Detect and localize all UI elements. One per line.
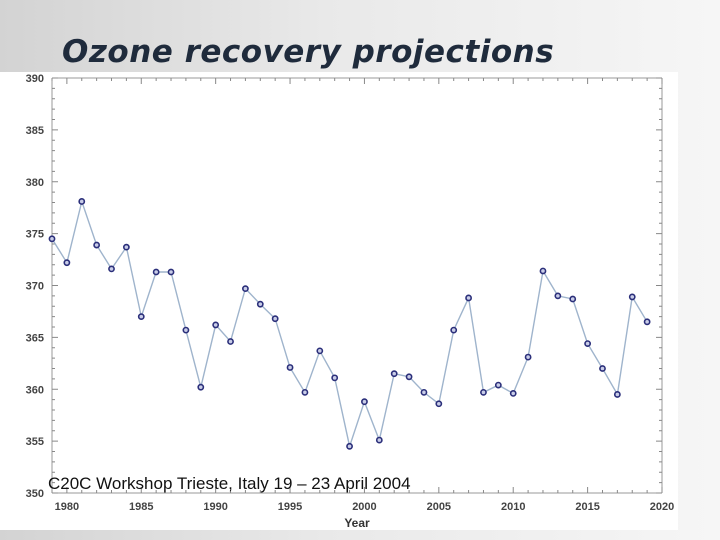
series-markers [48,198,651,450]
data-point [420,388,428,396]
data-point [375,436,383,444]
data-point [509,389,517,397]
data-point [390,370,398,378]
data-point [435,400,443,408]
y-tick-label: 350 [26,488,44,500]
data-point [167,268,175,276]
data-point [271,315,279,323]
data-point [405,373,413,381]
x-tick-label: 1985 [129,501,153,513]
data-point [524,353,532,361]
y-tick-label: 360 [26,384,44,396]
y-tick-label: 365 [26,332,44,344]
data-point [63,259,71,267]
data-point [152,268,160,276]
data-point [539,267,547,275]
y-tick-label: 385 [26,125,44,137]
data-point [197,383,205,391]
data-point [465,294,472,302]
data-point [554,292,562,300]
data-point [450,326,458,334]
data-point [122,243,130,251]
series-line [51,198,648,449]
x-tick-label: 2000 [352,501,376,513]
data-point [256,300,264,308]
data-point [361,398,368,406]
plot-panel: 350 355 360 365 370 375 380 385 390 1980 1985 1990 1… [0,72,678,530]
y-tick-label: 390 [26,73,44,85]
data-point [286,364,294,371]
data-point [212,321,220,329]
data-point [569,295,577,303]
data-point [182,326,190,334]
slide-title: Ozone recovery projections [62,34,555,70]
data-point [628,293,636,301]
footer-text: C20C Workshop Trieste, Italy 19 – 23 Apr… [48,474,411,493]
data-point [227,338,234,345]
y-tick-label: 380 [26,177,44,189]
y-tick-label: 355 [26,436,44,448]
axis-ticks [51,77,663,494]
x-tick-label: 2010 [501,501,525,513]
data-point [643,318,651,326]
x-tick-label: 2015 [575,501,599,513]
x-axis-title: Year [344,516,370,530]
data-point [613,391,621,398]
y-tick-label: 370 [26,281,44,293]
data-point [137,313,145,321]
ozone-line-chart: 350 355 360 365 370 375 380 385 390 1980 1985 1990 1… [26,73,675,530]
x-tick-label: 2005 [427,501,451,513]
data-point [108,265,115,273]
x-tick-label: 1980 [55,501,79,513]
data-point [301,388,309,396]
data-point [346,442,353,450]
data-point [331,374,339,382]
x-tick-label: 2020 [650,501,674,513]
data-point [584,340,592,347]
y-tick-label: 375 [26,229,44,241]
x-tick-label: 1990 [203,501,227,513]
data-point [242,285,249,293]
data-point [494,381,502,389]
axis-tick-labels: 350 355 360 365 370 375 380 385 390 1980 1985 1990 1… [26,73,675,513]
data-point [93,241,101,249]
data-point [480,388,487,396]
data-point [316,347,324,355]
data-point [48,235,56,243]
x-tick-label: 1995 [278,501,302,513]
data-point [78,198,86,205]
data-point [599,365,606,372]
